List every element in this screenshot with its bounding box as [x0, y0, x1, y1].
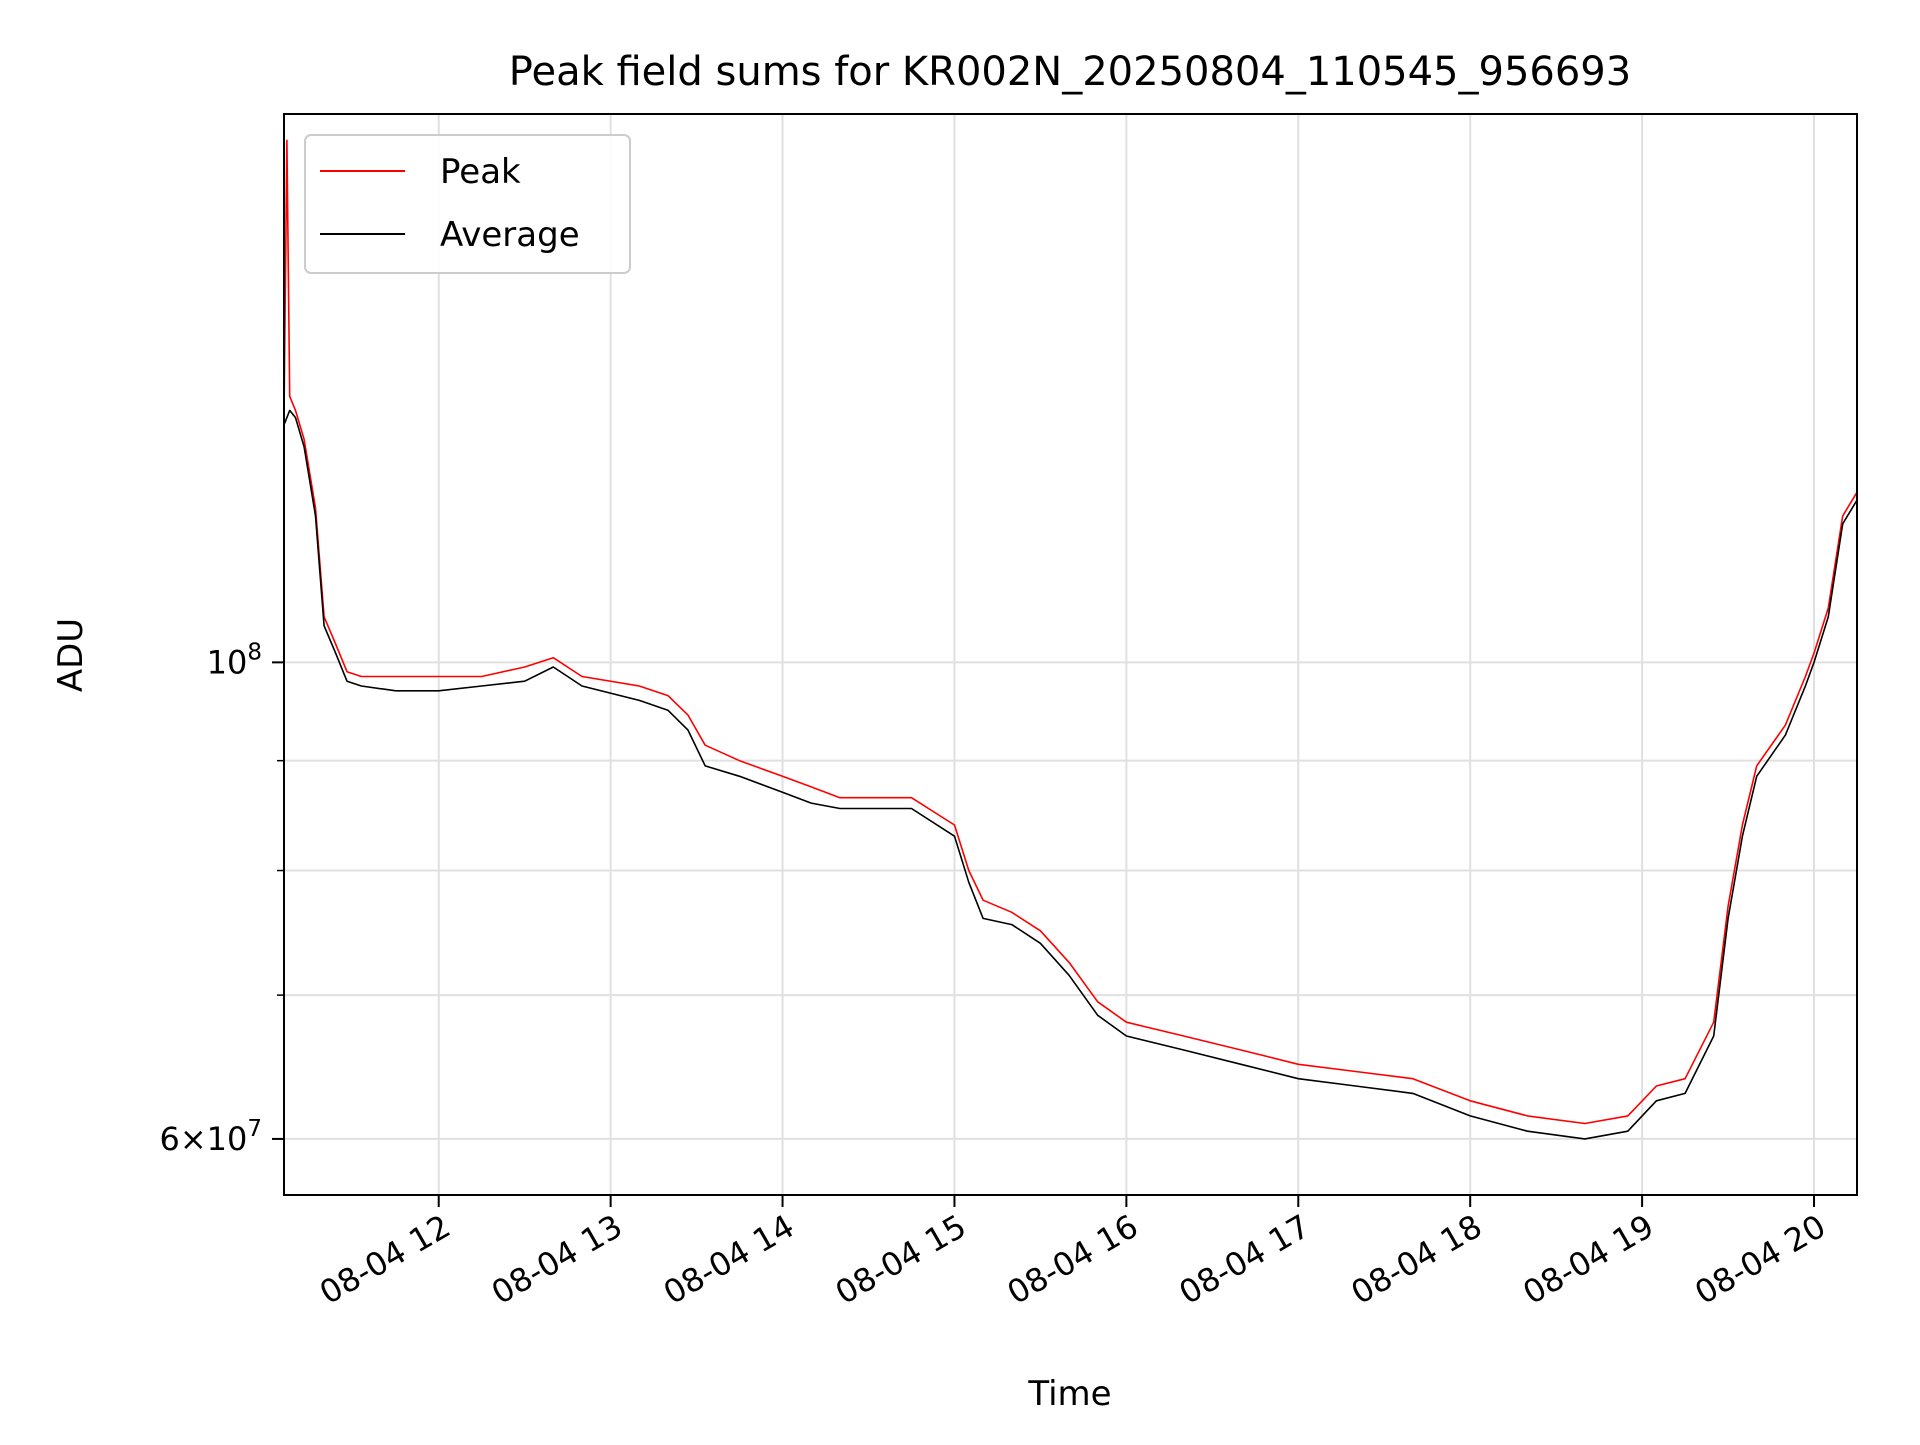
y-tick-label-part: ×: [180, 1120, 207, 1158]
x-axis-label: Time: [1027, 1374, 1111, 1414]
plot-frame: [283, 113, 1858, 1196]
y-tick-label-part: 6: [159, 1120, 179, 1158]
y-axis-label: ADU: [51, 618, 91, 692]
y-tick-label-part: 10: [207, 1120, 248, 1158]
legend-label-peak: Peak: [440, 152, 521, 192]
y-tick-label: 6×107: [159, 1116, 262, 1158]
series-line-average: [283, 409, 1858, 1140]
series-line-peak: [283, 139, 1858, 1125]
legend: Peak Average: [304, 134, 631, 274]
y-tick-label-part: 8: [247, 639, 262, 665]
y-tick-label: 108: [207, 639, 262, 681]
series-layer: [283, 139, 1858, 1140]
y-tick-label-part: 7: [247, 1116, 262, 1142]
chart-title: Peak field sums for KR002N_20250804_1105…: [509, 49, 1631, 95]
grid-layer: [284, 114, 1857, 1195]
legend-label-average: Average: [440, 215, 580, 255]
legend-box: [304, 134, 631, 274]
y-tick-label-part: 10: [207, 643, 248, 681]
